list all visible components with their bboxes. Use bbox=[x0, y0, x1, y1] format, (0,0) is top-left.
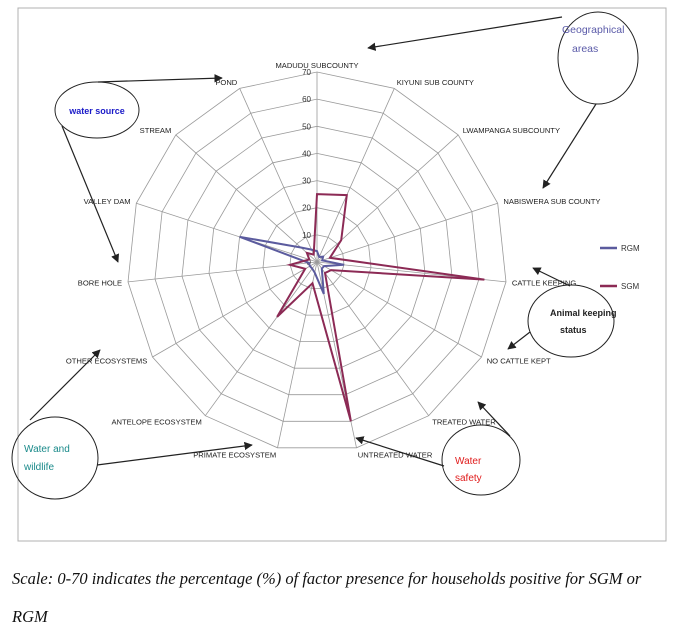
series-rgm-line bbox=[239, 235, 345, 295]
category-label: TREATED WATER bbox=[432, 417, 496, 426]
category-label: OTHER ECOSYSTEMS bbox=[66, 357, 147, 366]
grid-ring-20 bbox=[262, 207, 372, 316]
grid-ring-10 bbox=[289, 234, 345, 289]
category-labels: MADUDU SUBCOUNTY KIYUNI SUB COUNTY LWAMPAN… bbox=[66, 61, 601, 460]
radar-grid bbox=[127, 71, 507, 449]
grid-ring-70 bbox=[127, 71, 507, 449]
annotation-water-safety-text: Water safety bbox=[455, 456, 484, 484]
category-label: VALLEY DAM bbox=[84, 197, 131, 206]
category-label: STREAM bbox=[140, 126, 172, 135]
tick-label: 70 bbox=[302, 68, 311, 77]
arrow-geo-to-nabiswera bbox=[542, 103, 597, 189]
series-sgm-line bbox=[276, 193, 485, 422]
category-label: LWAMPANGA SUBCOUNTY bbox=[463, 126, 560, 135]
grid-spoke bbox=[316, 88, 395, 263]
legend-sgm-label: SGM bbox=[621, 282, 640, 291]
arrow-geo-to-madudu bbox=[367, 16, 563, 51]
grid-spoke bbox=[175, 134, 318, 263]
grid-spoke bbox=[316, 202, 498, 263]
figure-caption: Scale: 0-70 indicates the percentage (%)… bbox=[12, 569, 642, 626]
annotation-geographical: Geographical areas bbox=[557, 11, 639, 105]
annotation-water-source-text: water source bbox=[68, 106, 125, 116]
grid-spoke bbox=[316, 261, 430, 416]
tick-label: 40 bbox=[302, 149, 311, 158]
grid-ring-60 bbox=[154, 98, 480, 422]
arrow-wildlife-to-other bbox=[29, 349, 101, 421]
category-label: NABISWERA SUB COUNTY bbox=[503, 197, 600, 206]
category-label: BORE HOLE bbox=[78, 279, 122, 288]
arrow-animal-to-nocattle bbox=[507, 331, 531, 350]
annotation-water-wildlife-text: Water and wildlife bbox=[23, 444, 73, 473]
tick-label: 60 bbox=[302, 95, 311, 104]
category-label: UNTREATED WATER bbox=[358, 451, 433, 460]
annotation-water-wildlife: Water and wildlife bbox=[11, 416, 99, 500]
arrow-watersource-to-pond bbox=[97, 74, 223, 83]
category-label: KIYUNI SUB COUNTY bbox=[397, 78, 474, 87]
grid-spoke bbox=[136, 202, 318, 263]
grid-ring-30 bbox=[235, 180, 399, 343]
tick-label: 10 bbox=[302, 231, 311, 240]
arrow-animal-to-cattle bbox=[532, 267, 571, 287]
category-label: ANTELOPE ECOSYSTEM bbox=[111, 417, 201, 426]
arrow-wildlife-to-primate bbox=[96, 441, 253, 466]
grid-spoke bbox=[204, 261, 318, 416]
grid-ring-50 bbox=[181, 125, 453, 396]
category-label: PRIMATE ECOSYSTEM bbox=[193, 451, 276, 460]
figure-frame bbox=[17, 7, 667, 542]
arrow-watersource-to-borehole bbox=[61, 125, 120, 263]
grid-spoke bbox=[316, 261, 482, 358]
annotation-water-safety: Water safety bbox=[441, 424, 521, 496]
category-label: POND bbox=[215, 78, 237, 87]
grid-spoke bbox=[127, 261, 318, 283]
tick-label: 20 bbox=[302, 204, 311, 213]
grid-spoke bbox=[277, 261, 318, 448]
tick-label: 50 bbox=[302, 122, 311, 131]
annotation-animal-keeping-text: Animal keeping status bbox=[550, 308, 619, 335]
arrow-safety-to-treated bbox=[477, 401, 511, 437]
annotation-geographical-text: Geographical areas bbox=[562, 24, 627, 55]
grid-ring-40 bbox=[208, 152, 426, 369]
series-lines bbox=[239, 193, 485, 422]
legend: RGM SGM bbox=[600, 244, 640, 291]
arrow-safety-to-untreated bbox=[355, 436, 445, 467]
legend-rgm-label: RGM bbox=[621, 244, 640, 253]
grid-spoke bbox=[239, 88, 318, 263]
category-label: MADUDU SUBCOUNTY bbox=[275, 61, 358, 70]
grid-spoke bbox=[152, 261, 318, 358]
annotation-animal-keeping: Animal keeping status bbox=[527, 284, 619, 358]
category-label: NO CATTLE KEPT bbox=[487, 357, 551, 366]
tick-label: 30 bbox=[302, 177, 311, 186]
category-label: CATTLE KEEPING bbox=[512, 279, 577, 288]
annotation-arrows bbox=[29, 16, 597, 467]
annotation-water-source: water source bbox=[54, 81, 140, 139]
